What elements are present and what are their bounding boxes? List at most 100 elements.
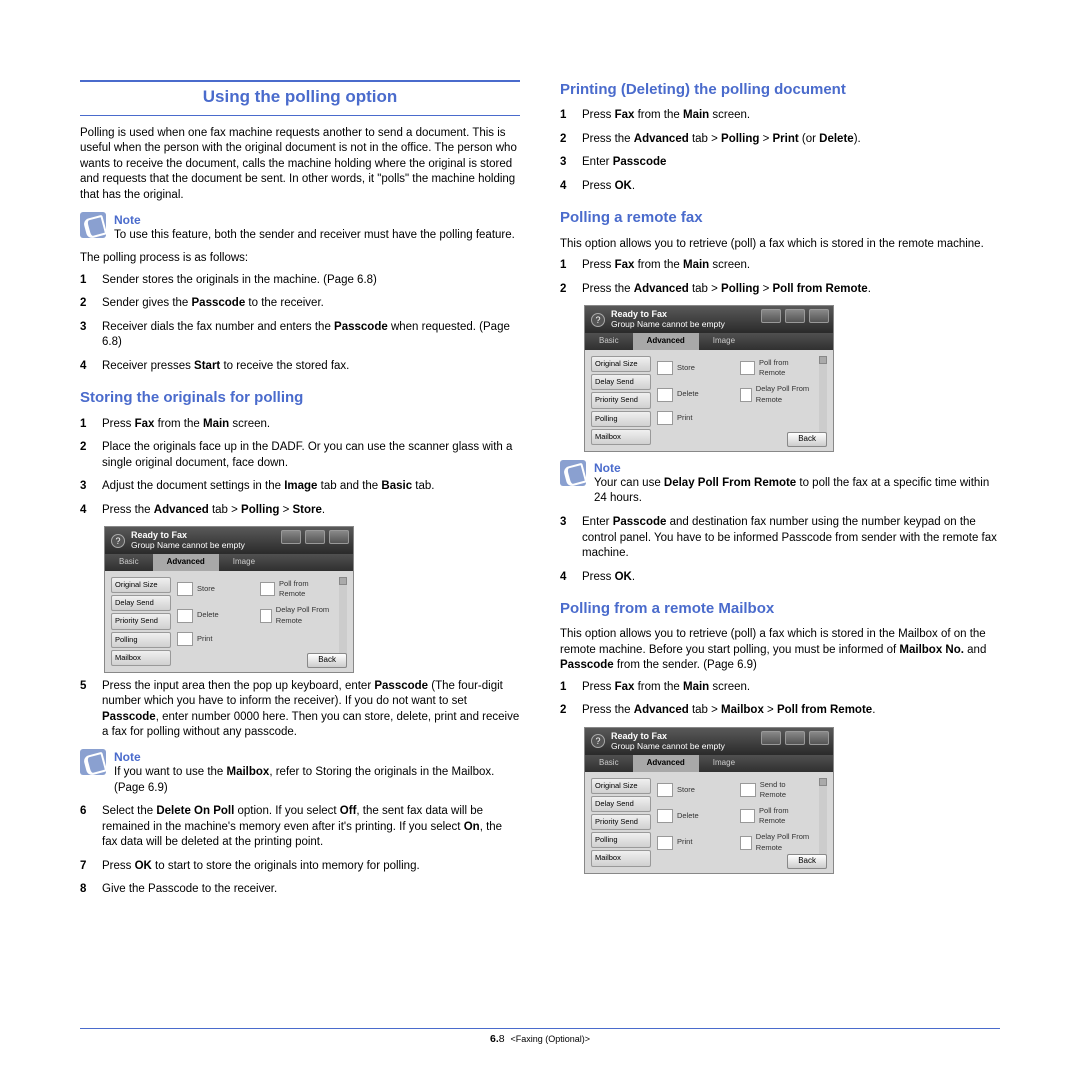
note-block-2: Note If you want to use the Mailbox, ref…: [80, 749, 520, 796]
side-item[interactable]: Mailbox: [591, 850, 651, 866]
side-item[interactable]: Original Size: [111, 577, 171, 593]
page-prefix: 6.: [490, 1033, 499, 1045]
help-icon: ?: [111, 534, 125, 548]
side-menu: Original Size Delay Send Priority Send Poll…: [591, 356, 651, 445]
step-text: Sender gives the Passcode to the receive…: [102, 296, 520, 312]
back-button[interactable]: Back: [787, 854, 827, 869]
option-item[interactable]: Delete: [177, 605, 250, 625]
step-item: 1 Press Fax from the Main screen.: [560, 258, 1000, 274]
side-item[interactable]: Polling: [111, 632, 171, 648]
step-text: Press the Advanced tab > Polling > Poll …: [582, 282, 1000, 298]
tab-advanced[interactable]: Advanced: [153, 554, 219, 571]
tab-image[interactable]: Image: [219, 554, 269, 571]
header-icon: [305, 530, 325, 544]
footer-label: <Faxing (Optional)>: [510, 1034, 590, 1044]
step-number: 8: [80, 882, 92, 898]
side-item[interactable]: Original Size: [591, 356, 651, 372]
option-item[interactable]: Store: [657, 780, 730, 800]
step-text: Press the Advanced tab > Mailbox > Poll …: [582, 703, 1000, 719]
step-item: 1Press Fax from the Main screen.: [80, 417, 520, 433]
side-item[interactable]: Mailbox: [591, 429, 651, 445]
side-item[interactable]: Original Size: [591, 778, 651, 794]
step-text: Press the Advanced tab > Polling > Print…: [582, 132, 1000, 148]
side-item[interactable]: Priority Send: [111, 613, 171, 629]
step-number: 3: [560, 515, 572, 562]
note-icon: [80, 212, 106, 238]
tab-basic[interactable]: Basic: [105, 554, 153, 571]
process-list: 1Sender stores the originals in the mach…: [80, 273, 520, 375]
option-item[interactable]: Store: [657, 358, 730, 378]
help-icon: ?: [591, 313, 605, 327]
step-number: 4: [80, 503, 92, 519]
side-item[interactable]: Mailbox: [111, 650, 171, 666]
step-text: Press Fax from the Main screen.: [582, 258, 1000, 274]
header-icon: [761, 731, 781, 745]
option-item[interactable]: Print: [177, 632, 250, 646]
step-text: Select the Delete On Poll option. If you…: [102, 804, 520, 851]
side-item[interactable]: Polling: [591, 411, 651, 427]
tab-advanced[interactable]: Advanced: [633, 755, 699, 772]
side-item[interactable]: Priority Send: [591, 814, 651, 830]
mailbox-steps: 1Press Fax from the Main screen. 2Press t…: [560, 680, 1000, 719]
back-button[interactable]: Back: [787, 432, 827, 447]
step-item: 7Press OK to start to store the original…: [80, 859, 520, 875]
note-label: Note: [594, 460, 1000, 476]
step-text: Press the Advanced tab > Polling > Store…: [102, 503, 520, 519]
side-item[interactable]: Delay Send: [591, 796, 651, 812]
storing-steps-cont: 5Press the input area then the pop up ke…: [80, 679, 520, 741]
option-item[interactable]: Store: [177, 579, 250, 599]
step-item: 2Place the originals face up in the DADF…: [80, 440, 520, 471]
side-item[interactable]: Priority Send: [591, 392, 651, 408]
step-number: 1: [560, 258, 572, 274]
step-number: 5: [80, 679, 92, 741]
option-item[interactable]: Poll from Remote: [740, 358, 813, 378]
storing-title: Storing the originals for polling: [80, 388, 520, 408]
option-item[interactable]: Delete: [657, 806, 730, 826]
side-item[interactable]: Delay Send: [591, 374, 651, 390]
step-item: 3Adjust the document settings in the Ima…: [80, 479, 520, 495]
option-item[interactable]: Poll from Remote: [260, 579, 333, 599]
option-item[interactable]: Delay Poll From Remote: [740, 832, 813, 852]
tab-basic[interactable]: Basic: [585, 333, 633, 350]
option-item[interactable]: Delay Poll From Remote: [740, 384, 813, 404]
header-icon: [761, 309, 781, 323]
option-item[interactable]: Poll from Remote: [740, 806, 813, 826]
side-menu: Original Size Delay Send Priority Send Poll…: [111, 577, 171, 666]
step-item: 1Sender stores the originals in the mach…: [80, 273, 520, 289]
option-item[interactable]: Delay Poll From Remote: [260, 605, 333, 625]
option-item[interactable]: Print: [657, 832, 730, 852]
tab-basic[interactable]: Basic: [585, 755, 633, 772]
step-item: 3Enter Passcode: [560, 155, 1000, 171]
step-text: Press OK.: [582, 179, 1000, 195]
step-number: 7: [80, 859, 92, 875]
side-item[interactable]: Delay Send: [111, 595, 171, 611]
printing-steps: 1Press Fax from the Main screen.2Press t…: [560, 108, 1000, 194]
step-item: 1Press Fax from the Main screen.: [560, 680, 1000, 696]
side-item[interactable]: Polling: [591, 832, 651, 848]
note-text: If you want to use the Mailbox, refer to…: [114, 765, 520, 796]
option-item[interactable]: Send to Remote: [740, 780, 813, 800]
side-menu: Original Size Delay Send Priority Send Poll…: [591, 778, 651, 867]
tab-image[interactable]: Image: [699, 755, 749, 772]
back-button[interactable]: Back: [307, 653, 347, 668]
option-item[interactable]: Print: [657, 411, 730, 425]
step-item: 6Select the Delete On Poll option. If yo…: [80, 804, 520, 851]
option-item[interactable]: Delete: [657, 384, 730, 404]
page-num: 8: [499, 1033, 505, 1045]
tab-advanced[interactable]: Advanced: [633, 333, 699, 350]
tab-image[interactable]: Image: [699, 333, 749, 350]
step-number: 1: [80, 273, 92, 289]
step-item: 3Enter Passcode and destination fax numb…: [560, 515, 1000, 562]
step-number: 2: [560, 282, 572, 298]
step-item: 2Press the Advanced tab > Polling > Prin…: [560, 132, 1000, 148]
step-item: 4Press OK.: [560, 179, 1000, 195]
step-number: 6: [80, 804, 92, 851]
mailbox-title: Polling from a remote Mailbox: [560, 599, 1000, 619]
step-text: Enter Passcode: [582, 155, 1000, 171]
storing-steps: 1Press Fax from the Main screen. 2Place t…: [80, 417, 520, 519]
step-item: 2Press the Advanced tab > Mailbox > Poll…: [560, 703, 1000, 719]
right-column: Printing (Deleting) the polling document…: [560, 80, 1000, 906]
note-block-1: Note To use this feature, both the sende…: [80, 212, 520, 244]
step-number: 1: [560, 680, 572, 696]
step-text: Place the originals face up in the DADF.…: [102, 440, 520, 471]
